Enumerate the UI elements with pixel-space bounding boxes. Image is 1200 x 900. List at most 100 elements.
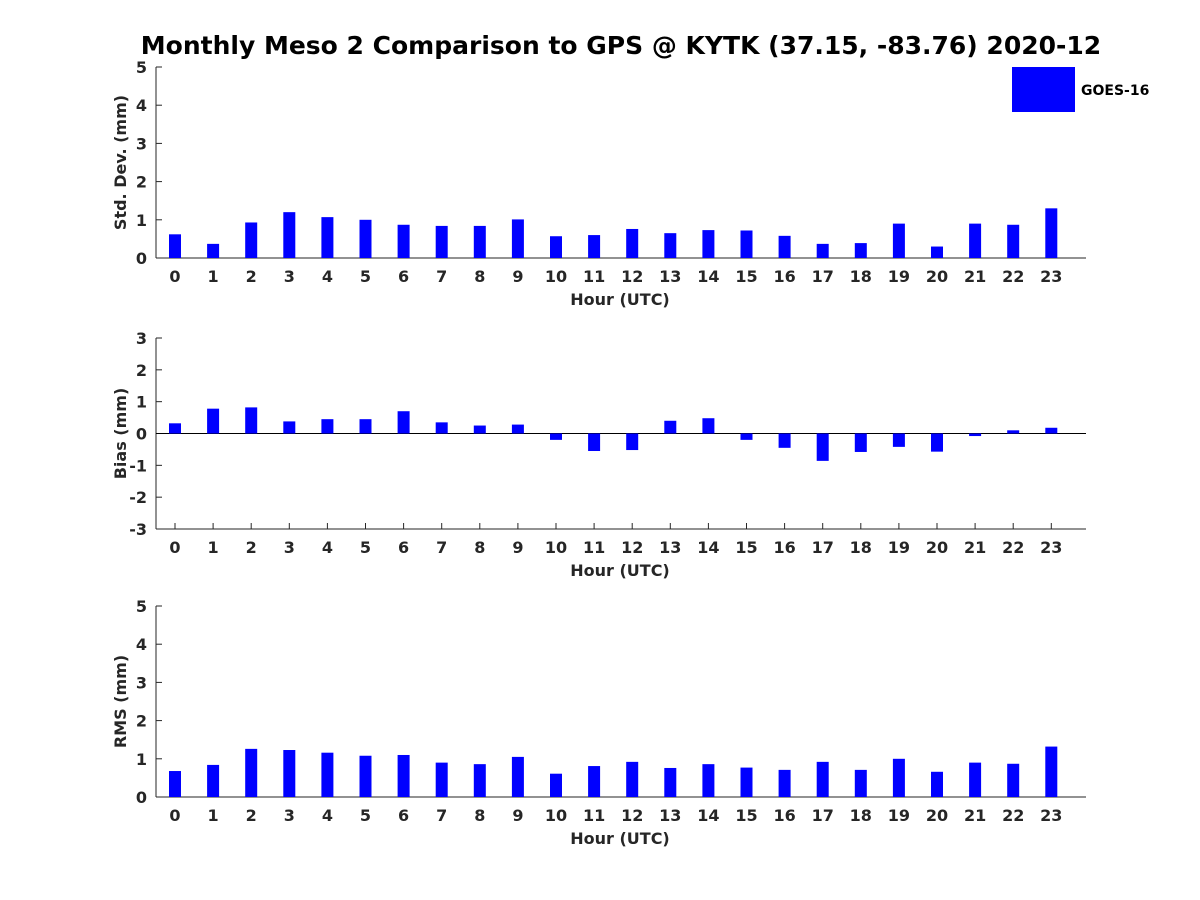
bias-bar [740,433,753,440]
bias-xtick-label: 2 [246,538,257,557]
bias-xtick-label: 1 [208,538,219,557]
bias-bar [664,420,677,434]
bias-bar [1007,430,1020,434]
bias-bar [969,433,982,437]
bias-bar [550,433,562,440]
rms-ytick-label: 0 [136,788,147,807]
std-dev-xtick-label: 20 [926,267,948,286]
bias-bar [359,419,372,434]
rms-bar [778,769,791,797]
rms-bar [169,771,181,797]
rms-xtick-label: 19 [888,806,910,825]
bias-bar [397,411,410,434]
std-dev-bar [816,243,829,258]
rms-xtick-label: 4 [322,806,333,825]
rms-bar [397,754,410,797]
rms-bar [702,764,715,797]
std-dev-xtick-label: 2 [246,267,257,286]
rms-xtick-label: 14 [697,806,719,825]
std-dev-xtick-label: 21 [964,267,986,286]
bias-ytick-label: -3 [129,520,147,539]
bias-xtick-label: 5 [360,538,371,557]
bias-xtick-label: 11 [583,538,605,557]
bias-bar [435,422,448,434]
std-dev-xtick-label: 7 [436,267,447,286]
std-dev-bar [245,222,258,258]
rms-bar [245,748,258,797]
bias-xtick-label: 20 [926,538,948,557]
std-dev-xtick-label: 17 [812,267,834,286]
bias-xtick-label: 18 [850,538,872,557]
std-dev-xtick-label: 8 [474,267,485,286]
std-dev-bar [359,219,372,258]
std-dev-ytick-label: 5 [136,58,147,77]
std-dev-xtick-label: 10 [545,267,567,286]
bias-ytick-label: 1 [136,393,147,412]
rms-xtick-label: 16 [773,806,795,825]
rms-xtick-label: 3 [284,806,295,825]
bias-bar [816,433,829,461]
rms-ytick-label: 2 [136,712,147,731]
bias-xtick-label: 3 [284,538,295,557]
std-dev-ytick-label: 1 [136,211,147,230]
rms-xtick-label: 15 [735,806,757,825]
rms-bar [664,767,677,797]
rms-bar [511,756,524,797]
std-dev-bar [931,246,943,258]
bias-bar [245,407,258,434]
bias-xtick-label: 9 [512,538,523,557]
bias-bar [892,433,905,447]
rms-xtick-label: 6 [398,806,409,825]
std-dev-xtick-label: 11 [583,267,605,286]
bias-xtick-label: 10 [545,538,567,557]
std-dev-xtick-label: 19 [888,267,910,286]
bias-xtick-label: 19 [888,538,910,557]
bias-y-axis-label: Bias (mm) [111,388,130,480]
rms-xtick-label: 18 [850,806,872,825]
rms-bar [550,773,562,797]
std-dev-bar [778,235,791,258]
std-dev-bar [854,243,867,258]
bias-xtick-label: 22 [1002,538,1024,557]
std-dev-bar [207,243,220,258]
std-dev-ytick-label: 4 [136,96,147,115]
rms-bar [854,769,867,797]
rms-bar [473,764,486,797]
rms-xtick-label: 10 [545,806,567,825]
rms-bar [321,752,334,797]
bias-bar [169,423,181,434]
bias-bar [473,425,486,434]
std-dev-bar [511,219,524,258]
rms-xtick-label: 2 [246,806,257,825]
std-dev-bar [473,225,486,258]
rms-bar [626,761,639,797]
legend-swatch [1012,67,1075,112]
std-dev-bar [702,230,715,258]
std-dev-xtick-label: 14 [697,267,719,286]
bias-xtick-label: 7 [436,538,447,557]
bias-bar [321,419,334,434]
rms-xtick-label: 22 [1002,806,1024,825]
rms-xtick-label: 1 [208,806,219,825]
rms-bar [207,764,220,797]
std-dev-xtick-label: 23 [1040,267,1062,286]
bias-bar [854,433,867,452]
rms-xtick-label: 12 [621,806,643,825]
bias-xtick-label: 21 [964,538,986,557]
rms-bar [969,762,982,797]
rms-xtick-label: 21 [964,806,986,825]
rms-xtick-label: 11 [583,806,605,825]
std-dev-xtick-label: 22 [1002,267,1024,286]
bias-xtick-label: 6 [398,538,409,557]
bias-bar [626,433,639,451]
bias-ytick-label: -1 [129,456,147,475]
figure-title: Monthly Meso 2 Comparison to GPS @ KYTK … [141,31,1101,60]
bias-bar [588,433,601,452]
rms-xtick-label: 5 [360,806,371,825]
bias-ytick-label: 3 [136,329,147,348]
bias-bar [1045,427,1058,434]
bias-bar [778,433,791,448]
